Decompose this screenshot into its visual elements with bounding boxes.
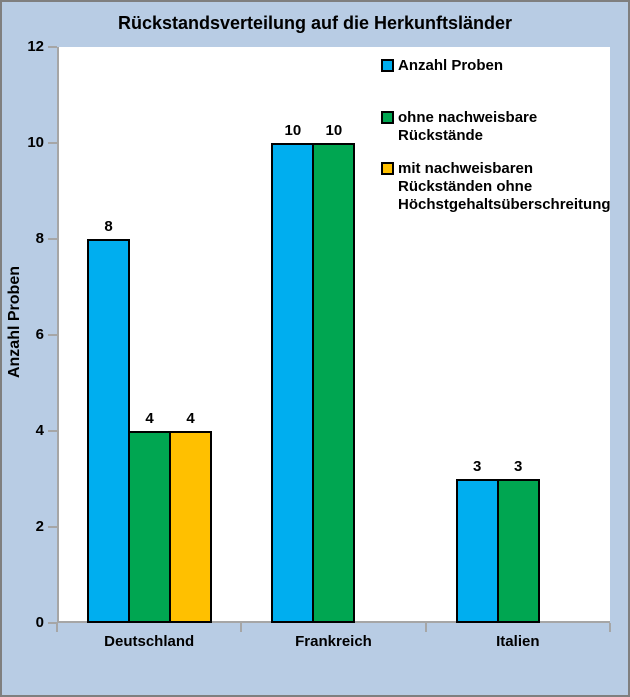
bar-mit-nachweisbaren-rueckstaenden-deutschland bbox=[169, 431, 212, 623]
y-tick-label: 10 bbox=[27, 134, 44, 151]
bar-value-label: 4 bbox=[186, 410, 195, 427]
y-tick-label: 4 bbox=[35, 422, 44, 439]
bar-ohne-nachweisbare-rueckstaende-deutschland bbox=[128, 431, 171, 623]
legend-marker bbox=[381, 162, 394, 175]
legend-label: ohne nachweisbare bbox=[398, 109, 538, 126]
y-tick-mark bbox=[48, 46, 57, 48]
x-tick-mark bbox=[56, 623, 58, 632]
y-tick-mark bbox=[48, 526, 57, 528]
x-axis-label: Frankreich bbox=[295, 633, 372, 650]
bar-value-label: 4 bbox=[145, 410, 154, 427]
bar-value-label: 3 bbox=[513, 458, 523, 475]
x-tick-mark bbox=[240, 623, 243, 632]
y-tick-label: 8 bbox=[35, 230, 44, 247]
y-tick-mark bbox=[48, 334, 57, 336]
bar-anzahl-proben-italien bbox=[455, 479, 499, 623]
legend-label: Rückstände bbox=[398, 127, 484, 144]
y-tick-label: 12 bbox=[27, 38, 44, 55]
legend-label: Anzahl Proben bbox=[398, 57, 504, 74]
x-axis-label: Italien bbox=[496, 633, 540, 650]
chart-title: Rückstandsverteilung auf die Herkunftslä… bbox=[117, 13, 513, 33]
y-tick-label: 6 bbox=[35, 326, 44, 343]
y-tick-mark bbox=[48, 430, 57, 432]
y-tick-mark bbox=[48, 622, 57, 624]
bar-value-label: 10 bbox=[284, 122, 302, 139]
y-axis-title: Anzahl Proben bbox=[6, 266, 23, 379]
bar-value-label: 3 bbox=[472, 458, 482, 475]
y-tick-label: 0 bbox=[35, 614, 44, 631]
y-tick-label: 2 bbox=[35, 518, 44, 535]
bar-value-label: 8 bbox=[104, 218, 113, 235]
bar-anzahl-proben-deutschland bbox=[87, 239, 130, 623]
legend-label: mit nachweisbaren bbox=[398, 160, 534, 177]
x-tick-mark bbox=[609, 623, 611, 632]
y-tick-mark bbox=[48, 142, 57, 144]
x-axis-label: Deutschland bbox=[104, 633, 195, 650]
x-tick-mark bbox=[424, 623, 427, 632]
legend-marker bbox=[381, 59, 394, 72]
bar-ohne-nachweisbare-rueckstaende-italien bbox=[496, 479, 540, 623]
legend-label: Höchstgehaltsüberschreitung bbox=[398, 196, 611, 213]
y-tick-mark bbox=[48, 238, 57, 240]
bar-anzahl-proben-frankreich bbox=[271, 143, 315, 623]
legend-marker bbox=[381, 111, 394, 124]
legend-label: Rückständen ohne bbox=[398, 178, 533, 195]
bar-ohne-nachweisbare-rueckstaende-frankreich bbox=[312, 143, 356, 623]
bar-value-label: 10 bbox=[325, 122, 343, 139]
